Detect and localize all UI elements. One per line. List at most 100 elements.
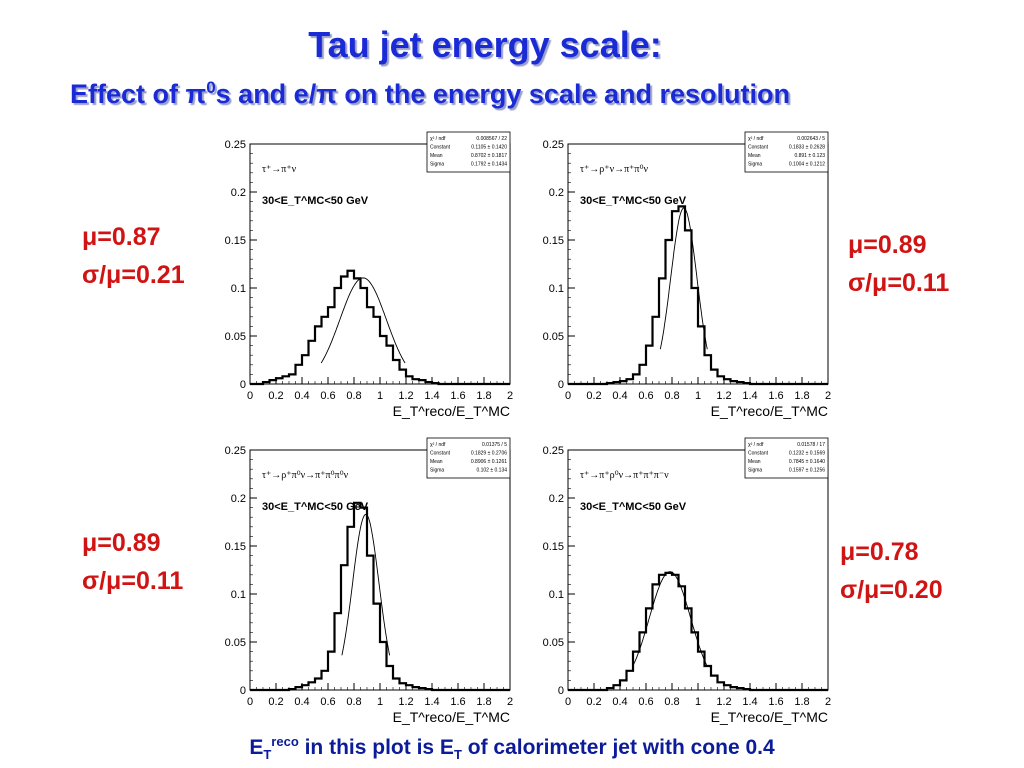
x-tick-label: 0.6	[638, 696, 653, 708]
fit-stat-name: Mean	[748, 459, 761, 465]
fit-stats-box	[426, 131, 511, 173]
x-tick-label: 1.2	[716, 696, 731, 708]
fit-stats-box	[426, 437, 511, 479]
fit-stat-value: 0.008567 / 22	[476, 136, 507, 142]
y-tick-label: 0.05	[543, 637, 564, 649]
x-tick-label: 2	[507, 390, 513, 402]
energy-cut-label: 30<E_T^MC<50 GeV	[580, 195, 687, 207]
footer-note: ETreco in this plot is ET of calorimeter…	[249, 734, 775, 763]
stats-panel-4: μ=0.78 σ/μ=0.20	[840, 533, 943, 609]
x-tick-label: 0.4	[294, 390, 309, 402]
y-tick-label: 0.1	[549, 589, 564, 601]
x-tick-label: 2	[825, 696, 831, 708]
fit-stat-name: Mean	[430, 459, 443, 465]
x-tick-label: 1.6	[768, 696, 783, 708]
x-tick-label: 0.2	[586, 390, 601, 402]
fit-stat-value: 0.1105 ± 0.1420	[471, 145, 507, 151]
x-axis-label: E_T^reco/E_T^MC	[393, 403, 510, 419]
gaussian-fit-line	[659, 207, 708, 350]
fit-stat-value: 0.002643 / 5	[797, 136, 825, 142]
stats-panel-2: μ=0.89 σ/μ=0.11	[848, 226, 949, 302]
y-tick-label: 0	[240, 685, 246, 697]
fit-stat-value: 0.01578 / 17	[797, 442, 825, 448]
x-tick-label: 2	[825, 390, 831, 402]
x-tick-label: 0.8	[664, 390, 679, 402]
fit-stat-name: Mean	[430, 153, 443, 159]
fit-stats-box	[744, 437, 829, 479]
histogram-pi-rho0-nu: 0 0.05 0.1 0.15 0.2 0.25 0 0.2 0.4 0.6 0.8 1 1.2 1.4 1…	[543, 437, 831, 725]
fit-stat-name: Sigma	[748, 468, 762, 474]
x-tick-label: 1.2	[398, 390, 413, 402]
x-tick-label: 1.6	[450, 696, 465, 708]
y-tick-label: 0	[240, 379, 246, 391]
page-subtitle: Effect of π0s and e/π on the energy scal…	[70, 78, 790, 109]
process-label: τ⁺→π⁺ν	[262, 164, 297, 175]
process-label: τ⁺→π⁺ρ⁰ν→π⁺π⁺π⁻ν	[580, 470, 669, 481]
x-tick-label: 0.4	[612, 390, 627, 402]
process-label: τ⁺→ρ⁺ν→π⁺π⁰ν	[580, 164, 648, 175]
histogram-pi-nu: 0 0.05 0.1 0.15 0.2 0.25 0 0.2 0.4 0.6 0.8 1 1.2 1.4 1…	[225, 131, 513, 419]
fit-stat-name: Constant	[748, 451, 769, 457]
plot-frame	[249, 449, 511, 691]
y-tick-label: 0.25	[225, 139, 246, 151]
histogram-series	[250, 501, 510, 692]
x-tick-label: 0.2	[586, 696, 601, 708]
fit-stat-name: Constant	[748, 145, 769, 151]
x-tick-label: 1.6	[768, 390, 783, 402]
fit-stat-value: 0.891 ± 0.123	[794, 153, 825, 159]
fit-stat-value: 0.8702 ± 0.1817	[471, 153, 507, 159]
x-tick-label: 0	[247, 390, 253, 402]
x-tick-label: 0.4	[612, 696, 627, 708]
fit-stat-name: χ² / ndf	[430, 442, 446, 448]
y-tick-label: 0.2	[231, 187, 246, 199]
x-tick-label: 0.6	[638, 390, 653, 402]
y-tick-label: 0.2	[231, 493, 246, 505]
fit-stat-value: 0.1232 ± 0.1569	[789, 451, 825, 457]
x-tick-label: 1.4	[424, 390, 439, 402]
x-tick-label: 1.6	[450, 390, 465, 402]
x-tick-label: 1.8	[476, 696, 491, 708]
histogram-rho-pi0-nu: 0 0.05 0.1 0.15 0.2 0.25 0 0.2 0.4 0.6 0.8 1 1.2 1.4 1…	[225, 437, 513, 725]
histogram-series	[568, 205, 828, 386]
fit-stats-box	[744, 131, 829, 173]
resolution-value: σ/μ=0.20	[840, 576, 943, 604]
y-tick-label: 0.05	[225, 331, 246, 343]
energy-cut-label: 30<E_T^MC<50 GeV	[262, 195, 369, 207]
x-tick-label: 1	[377, 696, 383, 708]
y-tick-label: 0.15	[225, 235, 246, 247]
fit-stat-value: 0.1004 ± 0.1212	[789, 162, 825, 168]
y-tick-label: 0.15	[225, 541, 246, 553]
plot-frame	[567, 143, 829, 385]
y-tick-label: 0.25	[543, 445, 564, 457]
x-tick-label: 0.6	[320, 390, 335, 402]
resolution-value: σ/μ=0.21	[82, 261, 185, 289]
y-tick-label: 0.1	[231, 283, 246, 295]
gaussian-fit-line	[341, 513, 391, 656]
y-tick-label: 0.05	[225, 637, 246, 649]
resolution-value: σ/μ=0.11	[848, 269, 950, 297]
x-tick-label: 1.4	[424, 696, 439, 708]
fit-stat-name: Mean	[748, 153, 761, 159]
y-tick-label: 0.2	[549, 493, 564, 505]
histogram-rho-nu: 0 0.05 0.1 0.15 0.2 0.25 0 0.2 0.4 0.6 0.8 1 1.2 1.4 1…	[543, 131, 831, 419]
x-tick-label: 1	[695, 390, 701, 402]
gaussian-fit-line	[632, 571, 708, 667]
fit-stat-name: Sigma	[748, 162, 762, 168]
energy-cut-label: 30<E_T^MC<50 GeV	[262, 501, 369, 513]
process-label: τ⁺→ρ⁺π⁰ν→π⁺π⁰π⁰ν	[262, 470, 349, 481]
x-tick-label: 0.6	[320, 696, 335, 708]
x-tick-label: 1.2	[716, 390, 731, 402]
page-title: Tau jet energy scale:	[308, 24, 662, 65]
fit-stat-name: Sigma	[430, 468, 444, 474]
fit-stat-value: 0.8906 ± 0.1261	[471, 459, 507, 465]
fit-stat-value: 0.01375 / 5	[482, 442, 507, 448]
stats-panel-1: μ=0.87 σ/μ=0.21	[82, 218, 185, 294]
y-tick-label: 0.15	[543, 235, 564, 247]
y-tick-label: 0.25	[225, 445, 246, 457]
x-tick-label: 0.8	[346, 696, 361, 708]
fit-stat-value: 0.102 ± 0.134	[476, 468, 507, 474]
x-tick-label: 0.8	[346, 390, 361, 402]
x-tick-label: 0.8	[664, 696, 679, 708]
x-tick-label: 0.4	[294, 696, 309, 708]
y-tick-label: 0.25	[543, 139, 564, 151]
